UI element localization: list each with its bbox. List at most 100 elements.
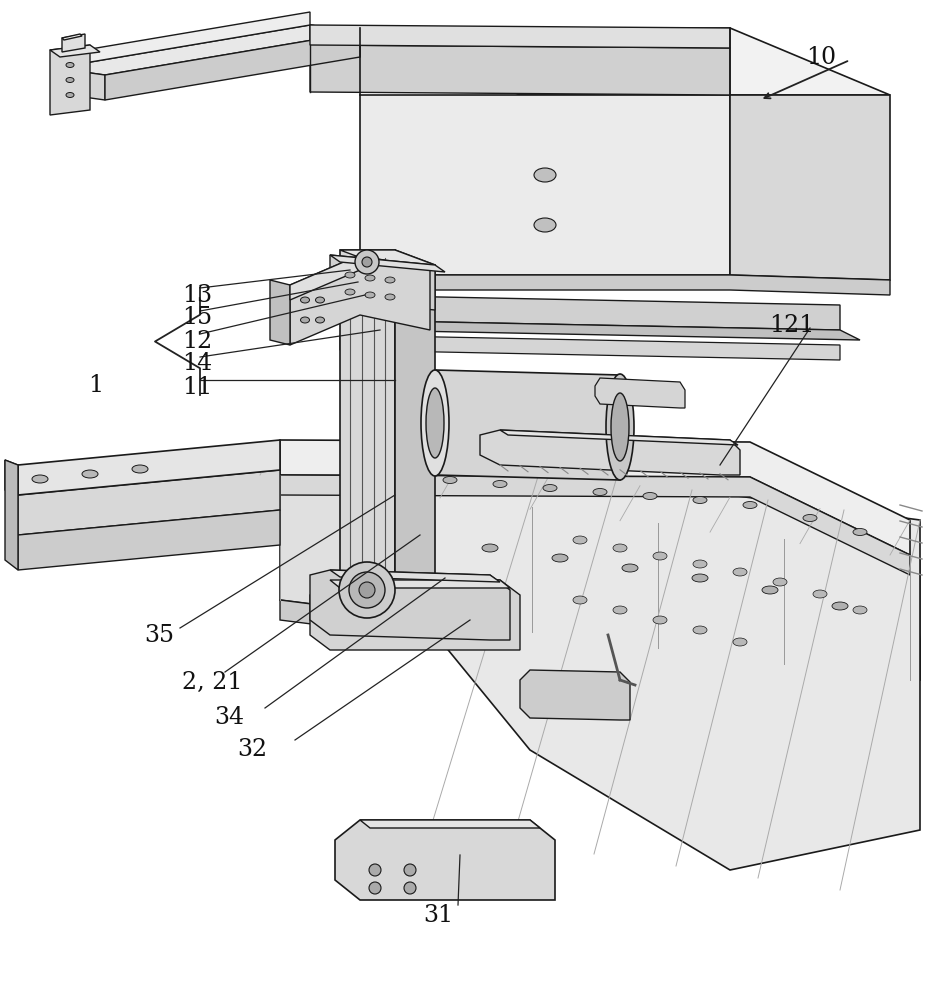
Ellipse shape bbox=[345, 272, 355, 278]
Polygon shape bbox=[360, 820, 540, 828]
Ellipse shape bbox=[613, 544, 627, 552]
Polygon shape bbox=[270, 280, 290, 345]
Polygon shape bbox=[430, 470, 920, 870]
Polygon shape bbox=[395, 250, 435, 605]
Text: 13: 13 bbox=[182, 284, 212, 306]
Ellipse shape bbox=[733, 568, 747, 576]
Text: 15: 15 bbox=[182, 306, 212, 330]
Circle shape bbox=[404, 864, 416, 876]
Ellipse shape bbox=[543, 485, 557, 491]
Polygon shape bbox=[360, 28, 890, 95]
Ellipse shape bbox=[132, 465, 148, 473]
Ellipse shape bbox=[365, 275, 375, 281]
Text: 11: 11 bbox=[182, 375, 212, 398]
Ellipse shape bbox=[552, 554, 568, 562]
Ellipse shape bbox=[365, 292, 375, 298]
Ellipse shape bbox=[316, 297, 324, 303]
Polygon shape bbox=[55, 68, 105, 100]
Polygon shape bbox=[310, 25, 730, 48]
Polygon shape bbox=[5, 460, 18, 570]
Polygon shape bbox=[310, 45, 730, 95]
Polygon shape bbox=[520, 670, 630, 720]
Circle shape bbox=[349, 572, 385, 608]
Polygon shape bbox=[360, 95, 730, 275]
Circle shape bbox=[404, 882, 416, 894]
Ellipse shape bbox=[613, 606, 627, 614]
Ellipse shape bbox=[32, 475, 48, 483]
Circle shape bbox=[359, 582, 375, 598]
Polygon shape bbox=[340, 250, 395, 590]
Ellipse shape bbox=[773, 578, 787, 586]
Ellipse shape bbox=[300, 317, 309, 323]
Ellipse shape bbox=[743, 502, 757, 508]
Polygon shape bbox=[50, 45, 100, 57]
Polygon shape bbox=[340, 320, 860, 340]
Ellipse shape bbox=[653, 616, 667, 624]
Text: 35: 35 bbox=[144, 624, 174, 648]
Polygon shape bbox=[340, 335, 840, 360]
Ellipse shape bbox=[385, 277, 395, 283]
Ellipse shape bbox=[762, 586, 778, 594]
Polygon shape bbox=[910, 555, 920, 680]
Ellipse shape bbox=[412, 534, 428, 542]
Polygon shape bbox=[18, 440, 280, 495]
Polygon shape bbox=[62, 34, 82, 40]
Ellipse shape bbox=[733, 638, 747, 646]
Ellipse shape bbox=[622, 564, 638, 572]
Ellipse shape bbox=[482, 544, 498, 552]
Ellipse shape bbox=[573, 596, 587, 604]
Polygon shape bbox=[330, 570, 500, 582]
Polygon shape bbox=[280, 440, 910, 555]
Ellipse shape bbox=[832, 602, 848, 610]
Polygon shape bbox=[290, 255, 430, 345]
Polygon shape bbox=[62, 34, 85, 52]
Polygon shape bbox=[330, 255, 435, 310]
Polygon shape bbox=[500, 430, 738, 445]
Ellipse shape bbox=[803, 514, 817, 522]
Polygon shape bbox=[55, 25, 360, 75]
Polygon shape bbox=[18, 470, 280, 535]
Polygon shape bbox=[330, 255, 445, 272]
Ellipse shape bbox=[300, 297, 309, 303]
Ellipse shape bbox=[66, 93, 74, 98]
Ellipse shape bbox=[426, 388, 444, 458]
Polygon shape bbox=[335, 820, 555, 900]
Ellipse shape bbox=[385, 294, 395, 300]
Circle shape bbox=[369, 864, 381, 876]
Ellipse shape bbox=[443, 477, 457, 484]
Ellipse shape bbox=[693, 626, 707, 634]
Ellipse shape bbox=[693, 496, 707, 504]
Ellipse shape bbox=[692, 574, 708, 582]
Ellipse shape bbox=[66, 78, 74, 83]
Ellipse shape bbox=[853, 528, 867, 536]
Circle shape bbox=[369, 882, 381, 894]
Polygon shape bbox=[595, 378, 685, 408]
Ellipse shape bbox=[421, 370, 449, 476]
Text: 32: 32 bbox=[238, 738, 267, 762]
Text: 121: 121 bbox=[769, 314, 815, 336]
Ellipse shape bbox=[534, 218, 556, 232]
Circle shape bbox=[362, 257, 372, 267]
Ellipse shape bbox=[345, 289, 355, 295]
Ellipse shape bbox=[573, 536, 587, 544]
Polygon shape bbox=[5, 460, 18, 495]
Polygon shape bbox=[50, 45, 90, 115]
Polygon shape bbox=[330, 580, 510, 588]
Text: 1: 1 bbox=[89, 373, 103, 396]
Polygon shape bbox=[105, 32, 360, 100]
Ellipse shape bbox=[813, 590, 827, 598]
Polygon shape bbox=[310, 570, 510, 640]
Text: 34: 34 bbox=[214, 706, 244, 730]
Circle shape bbox=[339, 562, 395, 618]
Polygon shape bbox=[290, 255, 360, 300]
Ellipse shape bbox=[611, 393, 629, 461]
Ellipse shape bbox=[593, 488, 607, 495]
Ellipse shape bbox=[693, 560, 707, 568]
Polygon shape bbox=[310, 25, 360, 57]
Text: 14: 14 bbox=[182, 353, 212, 375]
Text: 2, 21: 2, 21 bbox=[182, 670, 242, 694]
Ellipse shape bbox=[342, 526, 358, 534]
Text: 10: 10 bbox=[806, 46, 836, 70]
Ellipse shape bbox=[82, 470, 98, 478]
Circle shape bbox=[355, 250, 379, 274]
